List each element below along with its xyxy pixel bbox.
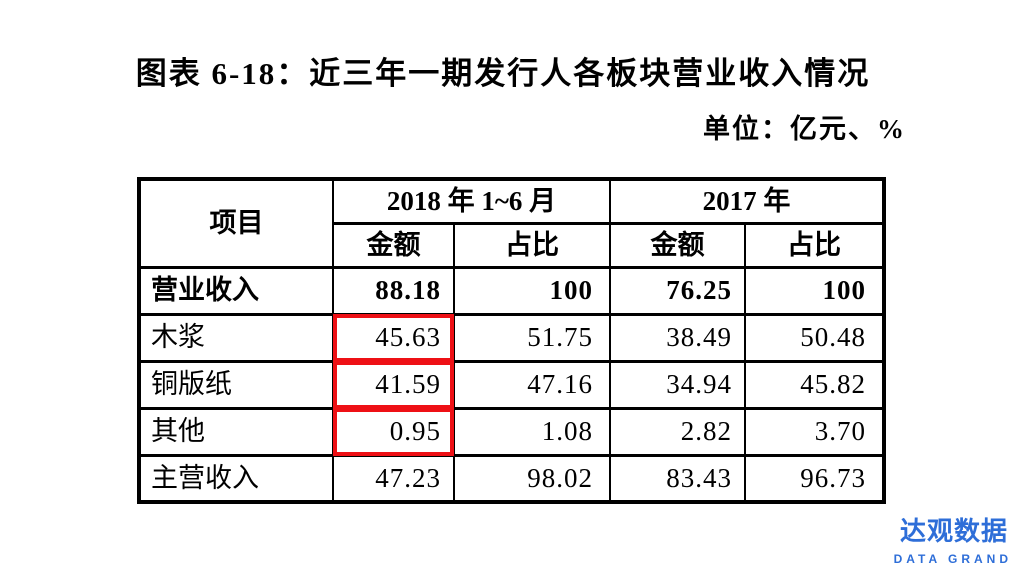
cell-share-2017: 50.48 — [744, 312, 886, 363]
cell-amount-2018: 47.23 — [332, 453, 455, 504]
row-label: 主营收入 — [138, 453, 334, 504]
cell-amount-2018-highlighted: 41.59 — [332, 359, 455, 410]
cell-share-2018: 47.16 — [452, 359, 612, 410]
cell-amount-2017: 83.43 — [609, 453, 747, 504]
table-header-row-1: 项目 2018 年 1~6 月 2017 年 — [138, 177, 886, 269]
cell-share-2018: 98.02 — [452, 453, 612, 504]
logo-english-wordmark: DATA GRAND — [893, 552, 1012, 566]
cell-share-2017: 100 — [744, 265, 886, 316]
cell-amount-2017: 76.25 — [609, 265, 747, 316]
cell-amount-2018: 88.18 — [332, 265, 455, 316]
figure-title: 图表 6-18：近三年一期发行人各板块营业收入情况 — [135, 56, 871, 91]
header-share-2018: 占比 — [452, 221, 612, 269]
cell-share-2017: 96.73 — [744, 453, 886, 504]
table-header-row-2: 金额 占比 金额 占比 — [139, 221, 886, 269]
table-row-other: 其他 0.95 1.08 2.82 3.70 — [138, 406, 886, 457]
table-row-wood-pulp: 木浆 45.63 51.75 38.49 50.48 — [138, 312, 886, 363]
logo: 达观数据 DATA GRAND — [894, 511, 1008, 566]
cell-amount-2017: 38.49 — [609, 312, 747, 363]
row-label: 其他 — [138, 406, 334, 457]
table-row-main-revenue: 主营收入 47.23 98.02 83.43 96.73 — [138, 453, 886, 504]
unit-label: 单位：亿元、% — [703, 114, 906, 144]
revenue-table: 项目 2018 年 1~6 月 2017 年 金额 占比 金额 占比 营业收入 … — [137, 177, 887, 504]
cell-amount-2017: 2.82 — [609, 406, 747, 457]
header-share-2017: 占比 — [744, 221, 886, 269]
cell-share-2017: 45.82 — [744, 359, 886, 410]
header-amount-2017: 金额 — [609, 221, 747, 269]
cell-share-2018: 1.08 — [452, 406, 612, 457]
cell-share-2017: 3.70 — [744, 406, 886, 457]
cell-amount-2017: 34.94 — [609, 359, 747, 410]
table-row-coated-paper: 铜版纸 41.59 47.16 34.94 45.82 — [138, 359, 886, 410]
row-label: 铜版纸 — [138, 359, 334, 410]
table-row-operating-revenue: 营业收入 88.18 100 76.25 100 — [138, 265, 886, 316]
cell-amount-2018-highlighted: 0.95 — [332, 406, 455, 457]
row-label: 营业收入 — [138, 265, 334, 316]
title-block: 图表 6-18：近三年一期发行人各板块营业收入情况 单位：亿元、% — [100, 48, 906, 146]
header-period-2018: 2018 年 1~6 月 — [331, 177, 612, 225]
cell-amount-2018-highlighted: 45.63 — [332, 312, 455, 363]
cell-share-2018: 100 — [452, 265, 612, 316]
cell-share-2018: 51.75 — [452, 312, 612, 363]
row-label: 木浆 — [138, 312, 334, 363]
header-item: 项目 — [138, 177, 334, 269]
header-period-2017: 2017 年 — [609, 177, 886, 225]
logo-chinese-wordmark: 达观数据 — [899, 516, 1008, 546]
header-amount-2018: 金额 — [332, 221, 455, 269]
